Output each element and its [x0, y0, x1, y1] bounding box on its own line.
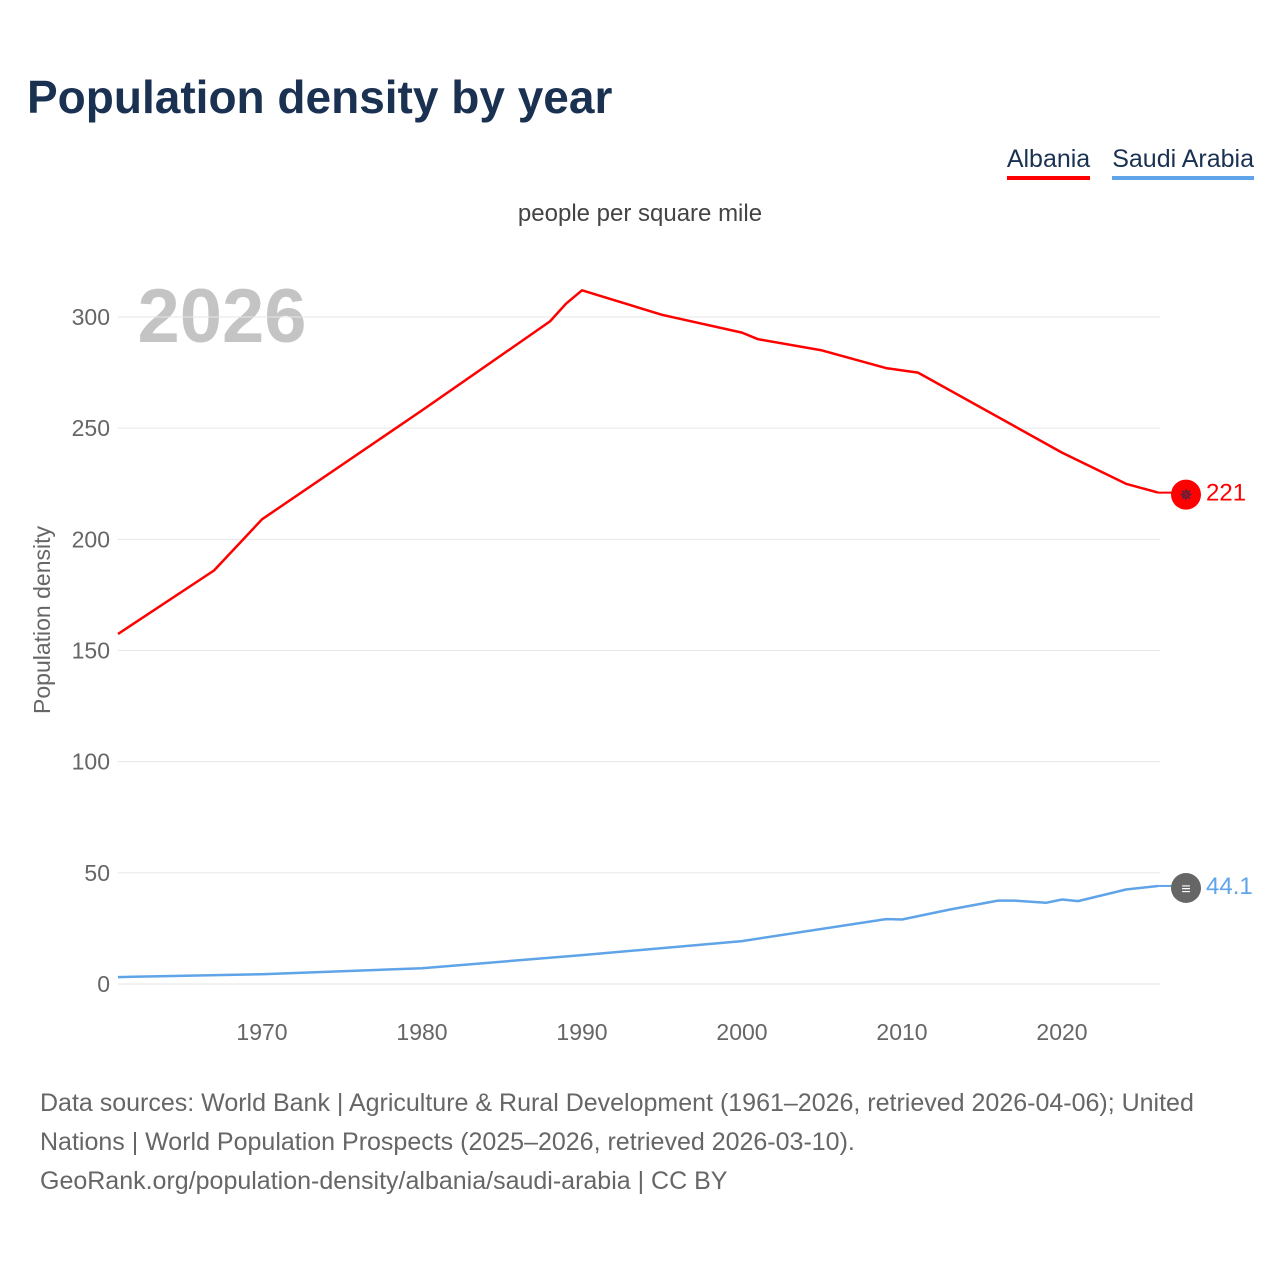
- line-chart: people per square mile202605010015020025…: [29, 200, 1253, 1045]
- x-tick-label: 2020: [1036, 1019, 1087, 1045]
- legend: Albania Saudi Arabia: [1006, 145, 1254, 180]
- x-tick-label: 1980: [396, 1019, 447, 1045]
- series-line-albania: [117, 289, 1159, 636]
- x-tick-label: 2010: [876, 1019, 927, 1045]
- credit-link[interactable]: GeoRank.org/population-density/albania/s…: [40, 1167, 728, 1195]
- footer: Data sources: World Bank | Agriculture &…: [40, 1084, 1250, 1201]
- flag-marker-saudi-arabia-icon: [1171, 872, 1201, 903]
- x-tick-label: 1970: [236, 1019, 287, 1045]
- flag-marker-albania-icon: [1171, 479, 1201, 510]
- end-value-label: 221: [1206, 480, 1246, 507]
- y-tick-label: 100: [72, 749, 110, 775]
- y-tick-label: 50: [84, 860, 110, 886]
- y-tick-label: 200: [72, 526, 110, 552]
- legend-saudi-arabia[interactable]: Saudi Arabia: [1112, 145, 1254, 180]
- legend-albania[interactable]: Albania: [1006, 145, 1091, 180]
- y-axis-label: Population density: [29, 526, 55, 714]
- flag-emblem-icon: ≡: [1181, 881, 1190, 898]
- chart-title: Population density by year: [27, 71, 613, 123]
- y-tick-label: 150: [72, 638, 110, 664]
- data-sources: Data sources: World Bank | Agriculture &…: [40, 1089, 1194, 1156]
- flag-emblem-icon: ✵: [1179, 488, 1192, 505]
- y-tick-label: 250: [72, 415, 110, 441]
- y-tick-label: 0: [97, 971, 110, 997]
- x-tick-label: 1990: [556, 1019, 607, 1045]
- chart-subtitle: people per square mile: [518, 200, 762, 227]
- series-line-saudi-arabia: [117, 884, 1159, 979]
- x-tick-label: 2000: [716, 1019, 767, 1045]
- end-value-label: 44.1: [1206, 873, 1253, 900]
- y-tick-label: 300: [72, 304, 110, 330]
